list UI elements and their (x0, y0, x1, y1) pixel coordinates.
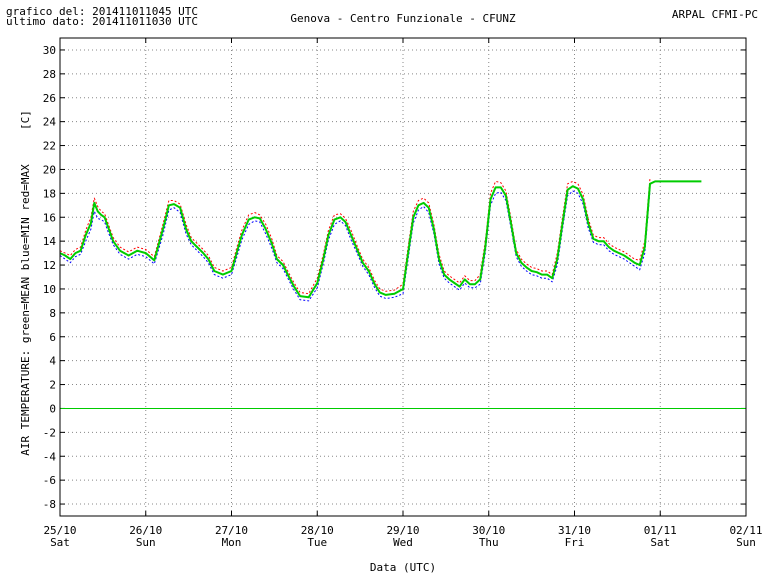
x-tick-weekday: Sat (650, 536, 670, 549)
y-tick-label: 4 (49, 355, 56, 368)
x-tick-date: 26/10 (129, 524, 162, 537)
y-tick-label: 8 (49, 307, 56, 320)
station-title: Genova - Centro Funzionale - CFUNZ (290, 12, 516, 25)
x-tick-date: 27/10 (215, 524, 248, 537)
y-tick-label: 12 (43, 259, 56, 272)
x-tick-date: 01/11 (644, 524, 677, 537)
x-tick-weekday: Tue (307, 536, 327, 549)
x-tick-date: 31/10 (558, 524, 591, 537)
x-tick-weekday: Sun (736, 536, 756, 549)
y-tick-label: 6 (49, 331, 56, 344)
plot-frame (59, 37, 747, 517)
y-tick-label: 30 (43, 44, 56, 57)
y-tick-label: 10 (43, 283, 56, 296)
y-tick-label: -4 (43, 450, 57, 463)
x-tick-weekday: Mon (222, 536, 242, 549)
y-tick-label: -8 (43, 498, 56, 511)
header-graph-date: grafico del: 201411011045 UTC (6, 5, 198, 18)
y-tick-label: 2 (49, 379, 56, 392)
series-mean-line (59, 180, 702, 299)
y-tick-label: 16 (43, 211, 56, 224)
x-tick-weekday: Thu (479, 536, 499, 549)
x-tick-date: 28/10 (301, 524, 334, 537)
y-tick-label: 14 (43, 235, 57, 248)
y-tick-label: 18 (43, 187, 56, 200)
y-tick-label: 24 (43, 116, 57, 129)
x-tick-date: 25/10 (43, 524, 76, 537)
y-tick-label: 28 (43, 68, 56, 81)
y-axis-label: AIR TEMPERATURE: green=MEAN blue=MIN red… (19, 164, 32, 456)
header-last-data: ultimo dato: 201411011030 UTC (6, 15, 198, 28)
axis-ticks (59, 38, 747, 516)
y-tick-label: -2 (43, 426, 56, 439)
organization-label: ARPAL CFMI-PC (672, 8, 758, 21)
y-tick-label: -6 (43, 474, 56, 487)
x-tick-weekday: Wed (393, 536, 413, 549)
x-tick-labels: 25/10Sat26/10Sun27/10Mon28/10Tue29/10Wed… (43, 524, 762, 549)
x-tick-weekday: Sat (50, 536, 70, 549)
x-axis-label: Data (UTC) (370, 561, 436, 574)
series-lines (59, 177, 702, 302)
x-tick-date: 02/11 (729, 524, 762, 537)
y-tick-label: 26 (43, 92, 56, 105)
y-tick-label: 20 (43, 163, 56, 176)
x-tick-date: 29/10 (386, 524, 419, 537)
y-tick-label: 22 (43, 140, 56, 153)
y-tick-label: 0 (49, 402, 56, 415)
y-axis-unit: [C] (19, 110, 32, 130)
x-tick-weekday: Sun (136, 536, 156, 549)
x-tick-weekday: Fri (565, 536, 585, 549)
x-tick-date: 30/10 (472, 524, 505, 537)
